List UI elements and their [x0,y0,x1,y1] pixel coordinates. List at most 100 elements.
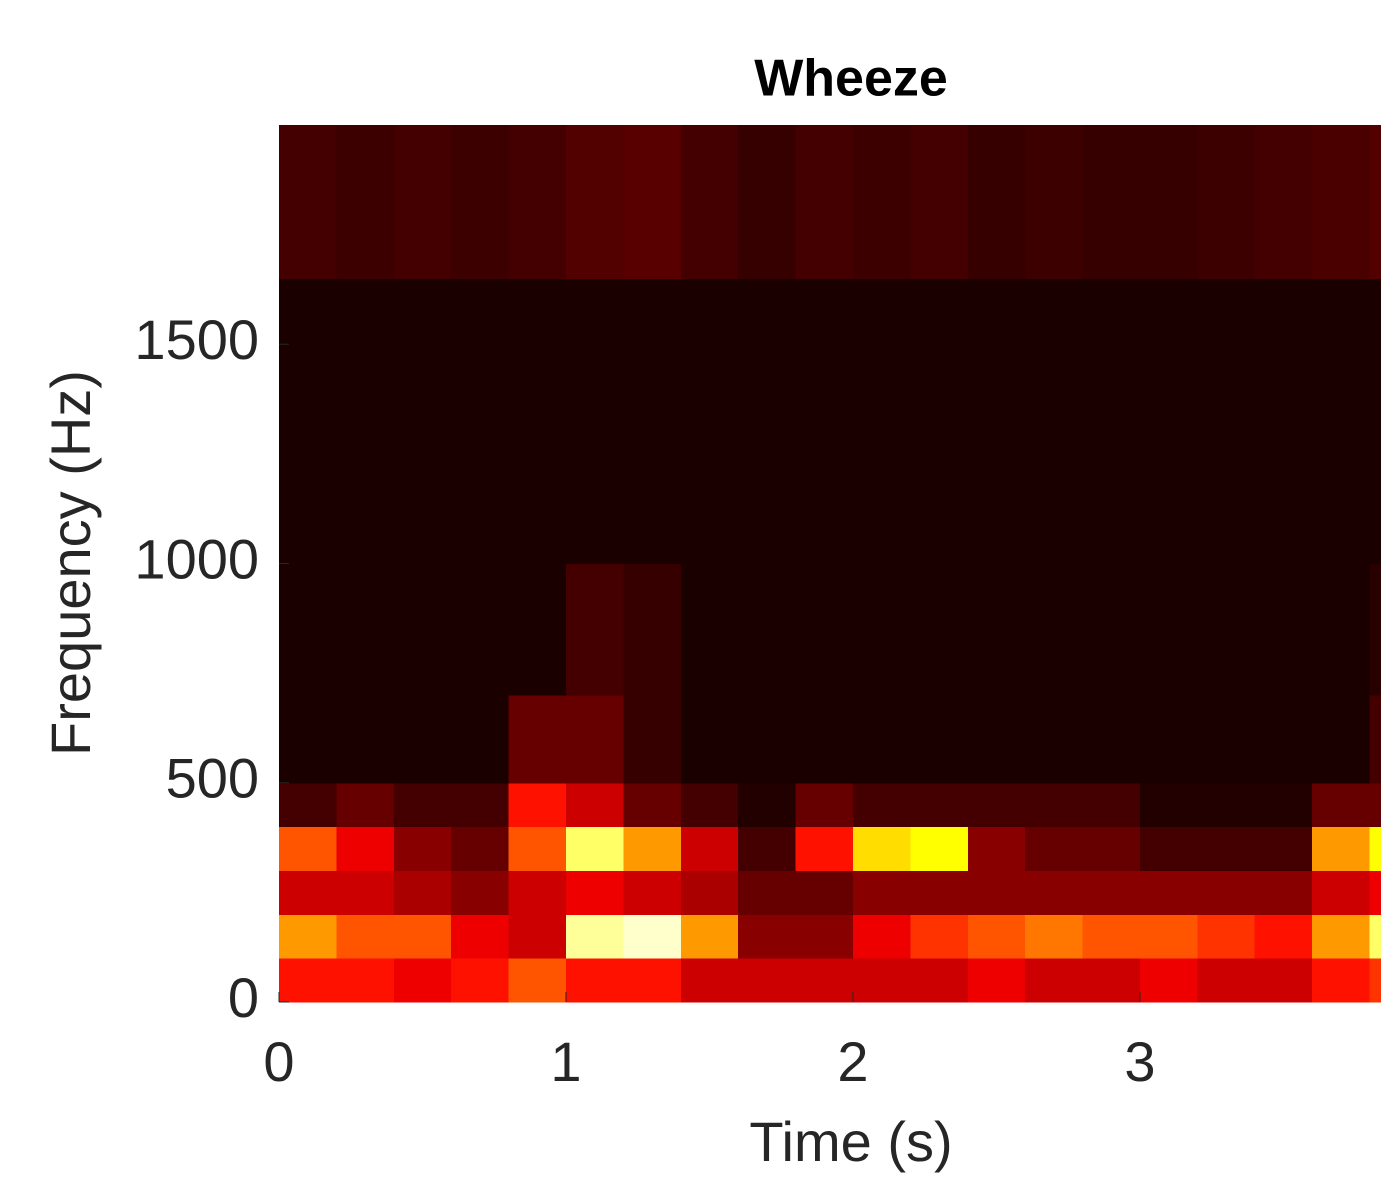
heatmap-cell [738,695,797,784]
heatmap-cell [1082,958,1141,1003]
heatmap-cell [1254,782,1313,828]
heatmap-cell [565,563,624,696]
heatmap-cell [967,695,1026,784]
heatmap-cell [1369,278,1381,564]
heatmap-cell [1082,278,1141,564]
heatmap-cell [451,563,510,696]
y-tick-label: 500 [166,747,259,810]
heatmap-cell [967,125,1026,279]
y-tick-label: 1000 [134,527,259,590]
heatmap-cell [910,870,969,915]
heatmap-cell [1254,826,1313,871]
heatmap-cell [1082,695,1141,784]
heatmap-cell [1197,826,1256,871]
heatmap-cell [1254,695,1313,784]
heatmap-cell [1025,695,1084,784]
heatmap-cell [508,695,567,784]
heatmap-cell [795,958,854,1003]
x-tick-label: 2 [837,1030,868,1093]
heatmap-cell [852,870,911,915]
heatmap-cell [1139,125,1198,279]
heatmap-cell [336,125,395,279]
heatmap-cell [1197,563,1256,696]
heatmap-cell [680,914,739,959]
heatmap-cell [967,958,1026,1003]
heatmap-cell [680,958,739,1003]
heatmap-cell [852,914,911,959]
heatmap-cell [1197,870,1256,915]
heatmap-cell [623,914,682,959]
heatmap-cell [393,278,452,564]
heatmap-cell [738,125,797,279]
heatmap-cell [623,782,682,828]
heatmap-cell [623,695,682,784]
heatmap-cell [910,278,969,564]
heatmap-cell [565,278,624,564]
heatmap-cell [336,278,395,564]
heatmap-cell [508,870,567,915]
heatmap-cell [336,782,395,828]
x-tick-label: 1 [550,1030,581,1093]
heatmap-cell [508,914,567,959]
heatmap-cell [279,870,337,915]
heatmap-cell [1082,125,1141,279]
heatmap-cell [565,782,624,828]
heatmap-cell [1312,125,1371,279]
heatmap-cell [1312,870,1371,915]
heatmap-cell [967,914,1026,959]
heatmap-cell [680,278,739,564]
heatmap-cell [1139,826,1198,871]
heatmap-cell [910,695,969,784]
heatmap-cell [279,826,337,871]
heatmap-cell [279,695,337,784]
heatmap-cell [1197,958,1256,1003]
chart-title: Wheeze [754,50,948,108]
heatmap-cell [738,870,797,915]
heatmap-cell [336,563,395,696]
heatmap-cell [623,826,682,871]
heatmap-cell [910,782,969,828]
heatmap-cell [1025,563,1084,696]
x-axis-label: Time (s) [749,1110,952,1173]
heatmap-cell [910,914,969,959]
heatmap-cell [1369,826,1381,871]
heatmap-cell [393,826,452,871]
heatmap-cell [565,695,624,784]
heatmap-cell [393,695,452,784]
heatmap-cell [279,782,337,828]
heatmap-cell [1312,958,1371,1003]
heatmap-cell [565,870,624,915]
heatmap-cell [1369,782,1381,828]
heatmap-cell [738,958,797,1003]
heatmap-cell [738,914,797,959]
heatmap-cell [852,782,911,828]
heatmap-cell [1025,278,1084,564]
heatmap-cell [680,563,739,696]
heatmap-cell [967,782,1026,828]
heatmap-cell [1025,125,1084,279]
heatmap-cell [967,870,1026,915]
heatmap-cell [508,278,567,564]
heatmap-cell [795,870,854,915]
heatmap-cell [1369,870,1381,915]
heatmap-cell [680,125,739,279]
heatmap-cell [393,914,452,959]
heatmap-cell [738,563,797,696]
heatmap-cell [1312,782,1371,828]
heatmap-cell [1139,870,1198,915]
heatmap-cell [508,826,567,871]
heatmap-cell [1082,826,1141,871]
y-tick-label: 1500 [134,308,259,371]
heatmap-cell [508,958,567,1003]
heatmap-cell [623,278,682,564]
heatmap-cell [852,563,911,696]
heatmap-cell [795,563,854,696]
heatmap-cell [1312,826,1371,871]
heatmap-cell [1139,563,1198,696]
heatmap-cell [1082,563,1141,696]
heatmap-cell [1369,125,1381,279]
heatmap-cell [508,782,567,828]
heatmap-cell [680,782,739,828]
heatmap-cell [451,125,510,279]
